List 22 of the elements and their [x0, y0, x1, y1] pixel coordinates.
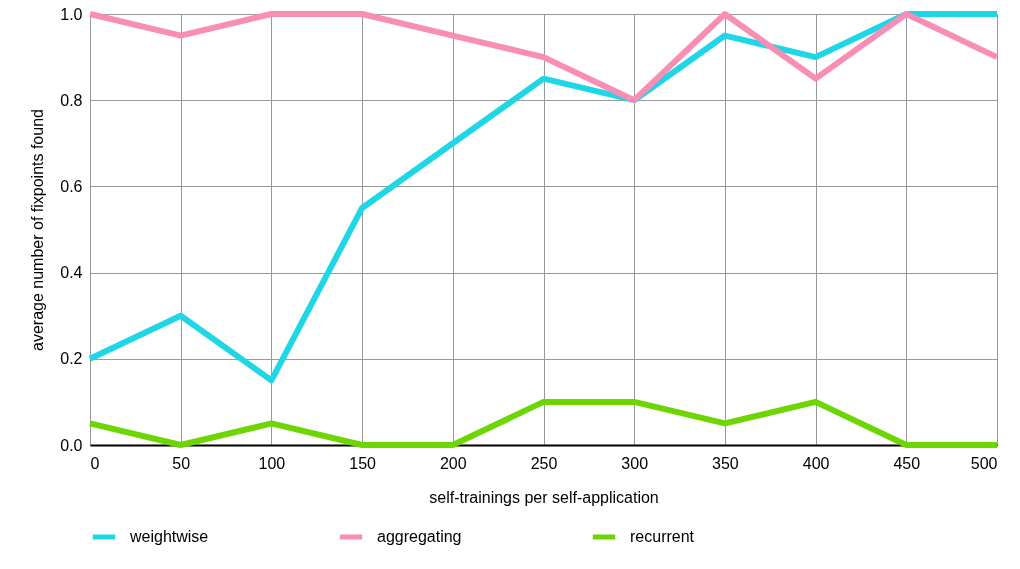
legend-label: weightwise: [129, 528, 209, 545]
x-tick-label: 350: [712, 454, 739, 472]
x-tick-label: 0: [90, 454, 100, 472]
y-tick-label: 0.0: [60, 436, 83, 454]
y-tick-label: 0.2: [60, 350, 83, 368]
y-tick-label: 0.6: [60, 177, 83, 195]
x-tick-label: 450: [893, 454, 921, 472]
y-axis-title: average number of fixpoints found: [29, 109, 47, 351]
x-tick-label: 150: [349, 454, 377, 472]
x-tick-label: 400: [802, 454, 830, 472]
legend-label: recurrent: [630, 528, 695, 545]
y-tick-label: 1.0: [60, 5, 83, 23]
x-tick-label: 50: [172, 454, 191, 472]
x-tick-label: 300: [621, 454, 649, 472]
x-tick-label: 100: [258, 454, 286, 472]
x-tick-label: 200: [439, 454, 467, 472]
x-tick-label: 250: [530, 454, 558, 472]
x-axis-title: self-trainings per self-application: [429, 488, 659, 506]
y-tick-label: 0.4: [60, 264, 83, 282]
legend-label: aggregating: [377, 528, 462, 545]
x-tick-label: 500: [970, 454, 998, 472]
y-tick-label: 0.8: [60, 91, 83, 109]
